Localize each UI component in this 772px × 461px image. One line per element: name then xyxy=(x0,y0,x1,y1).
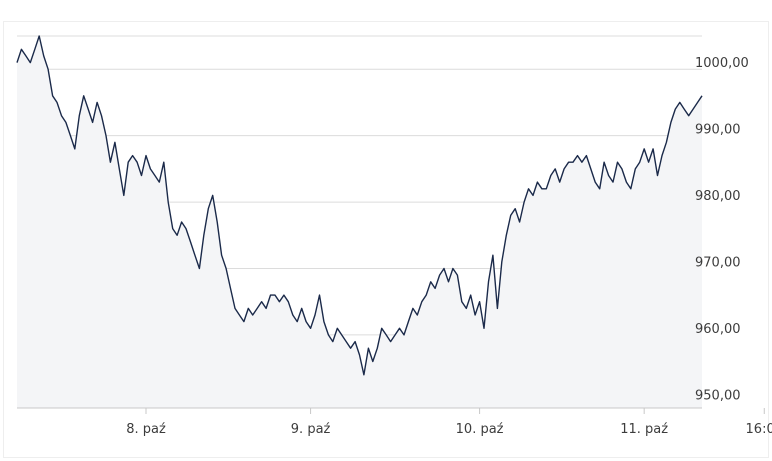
y-tick-label: 980,00 xyxy=(695,189,741,204)
x-axis-ticks: 8. paź 9. paź 10. paź 11. paź 16:00 xyxy=(126,408,772,437)
price-area-fill xyxy=(17,36,702,408)
y-tick-label: 1000,00 xyxy=(695,56,749,71)
x-tick-label: 10. paź xyxy=(456,422,504,437)
x-tick-label: 8. paź xyxy=(126,422,166,437)
x-tick-label: 16:00 xyxy=(746,422,772,437)
y-tick-label: 970,00 xyxy=(695,256,741,271)
x-tick-label: 9. paź xyxy=(291,422,331,437)
y-tick-label: 960,00 xyxy=(695,322,741,337)
y-tick-label: 950,00 xyxy=(695,388,741,403)
price-line xyxy=(16,35,703,376)
y-tick-label: 990,00 xyxy=(695,123,741,138)
y-axis-labels: 950,00 960,00 970,00 980,00 990,00 1000,00 xyxy=(695,56,749,403)
x-tick-label: 11. paź xyxy=(620,422,668,437)
